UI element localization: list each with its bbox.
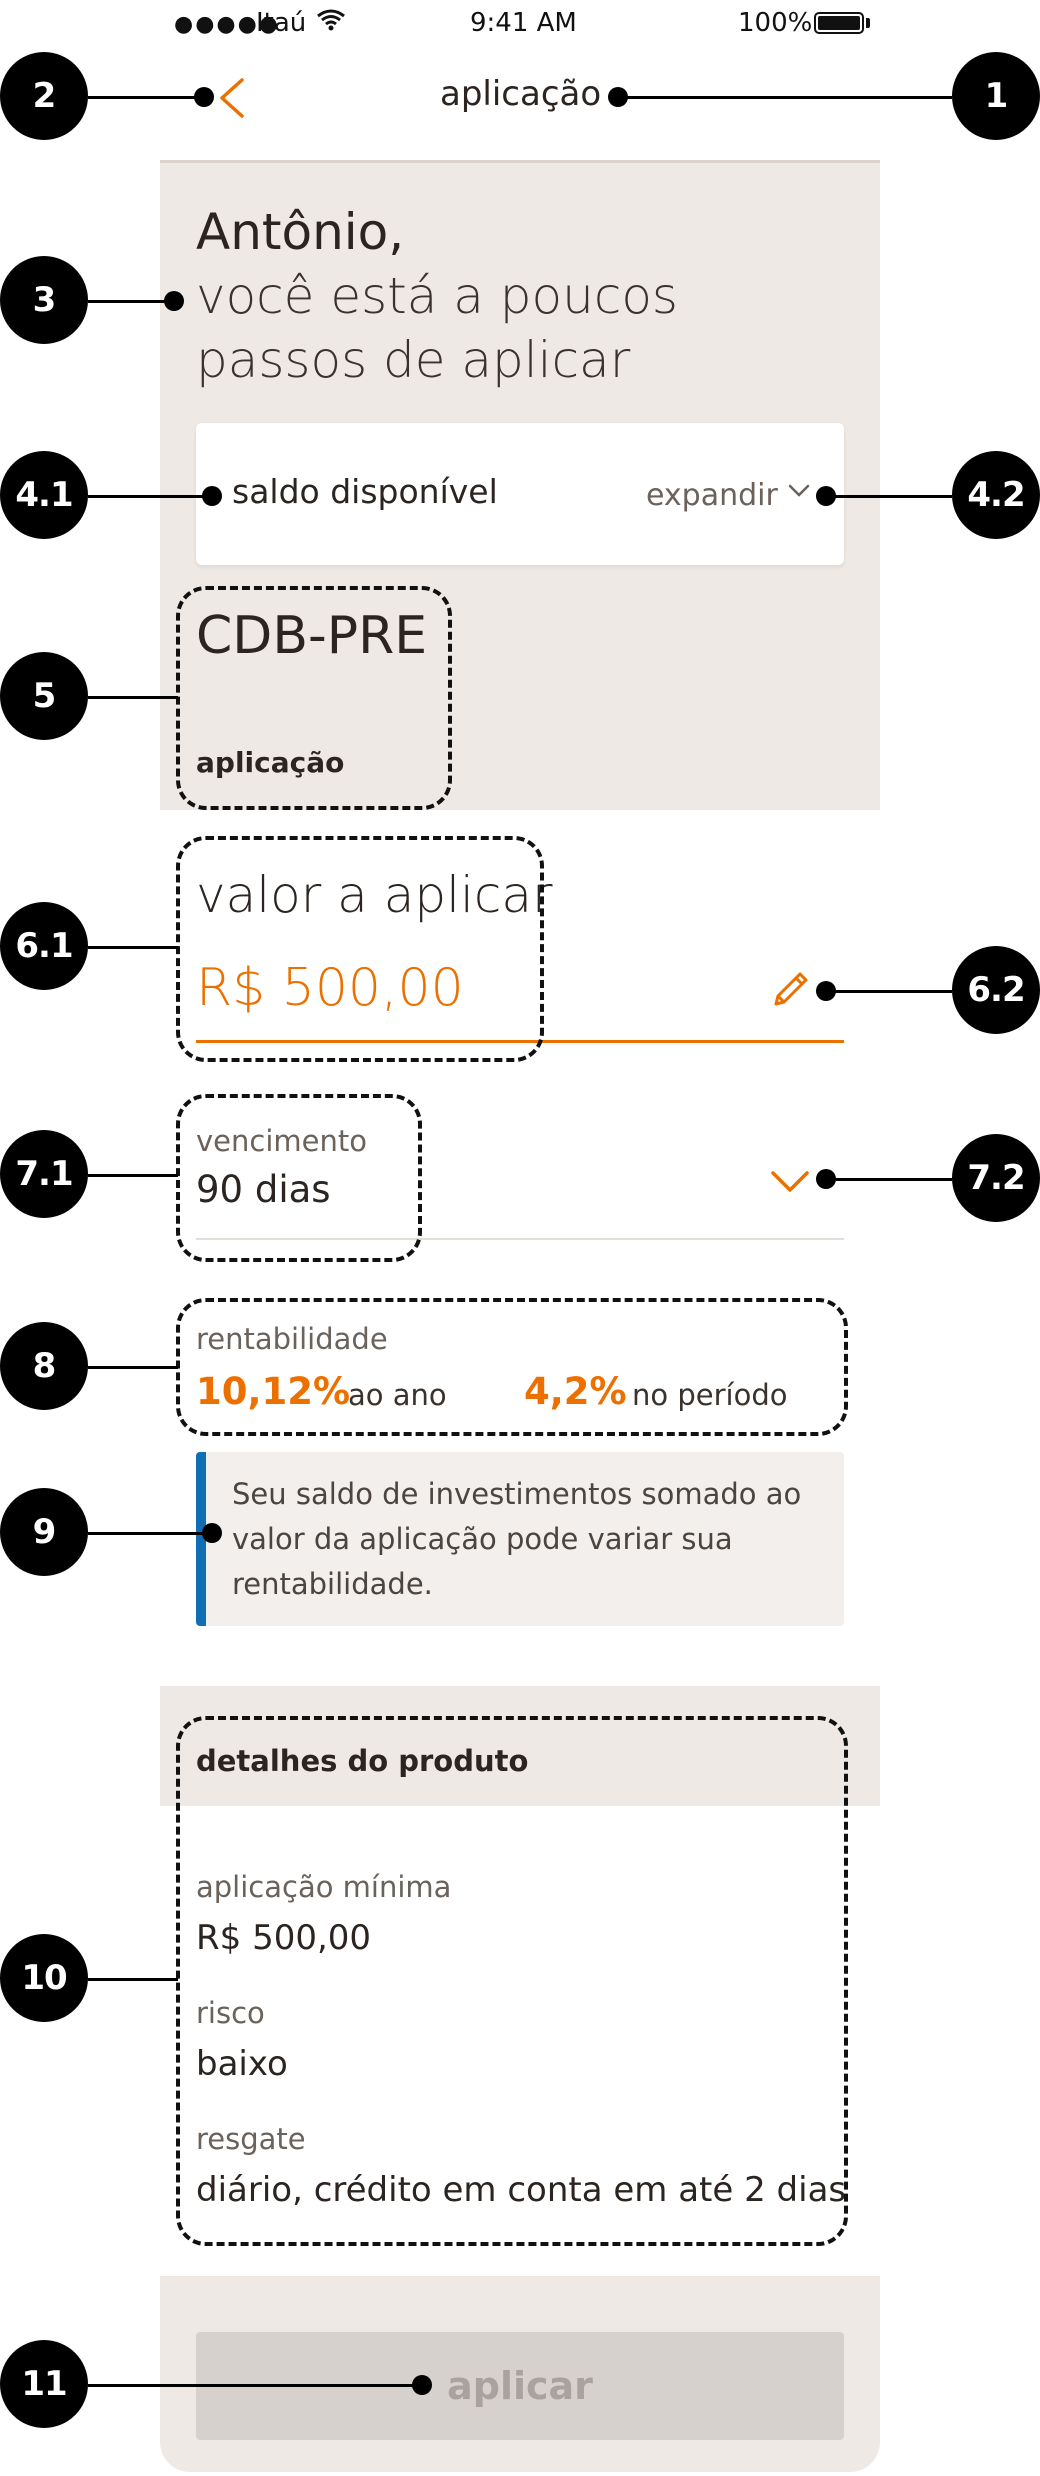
leader-dot-7-2 [816, 1169, 836, 1189]
leader-line-7-2 [826, 1178, 952, 1181]
annotation-badge-2: 2 [0, 52, 88, 140]
vencimento-underline [196, 1238, 844, 1240]
leader-line-4-2 [826, 495, 952, 498]
leader-line-2 [88, 96, 204, 99]
expand-button[interactable]: expandir [646, 478, 778, 513]
annotation-badge-11: 11 [0, 2340, 88, 2428]
annotation-box-10 [176, 1716, 848, 2246]
detail-label-resgate: resgate [196, 2122, 306, 2156]
detail-value-resgate: diário, crédito em conta em até 2 dias [196, 2170, 847, 2210]
leader-line-6-2 [826, 990, 952, 993]
leader-dot-9 [202, 1523, 222, 1543]
status-bar: ●●●●● Itaú 9:41 AM 100% [0, 0, 1040, 48]
leader-line-10 [88, 1978, 178, 1981]
annotation-badge-4-1: 4.1 [0, 451, 88, 539]
back-button[interactable] [214, 76, 250, 120]
leader-line-1 [618, 96, 952, 99]
annotation-box-5 [176, 586, 452, 810]
chevron-left-icon [220, 78, 244, 118]
greeting: Antônio, você está a poucos passos de ap… [196, 200, 678, 392]
leader-dot-3 [164, 291, 184, 311]
annotation-box-8 [176, 1298, 848, 1436]
annotation-badge-6-1: 6.1 [0, 902, 88, 990]
leader-dot-1 [608, 87, 628, 107]
info-text: Seu saldo de investimentos somado ao val… [232, 1477, 802, 1601]
chevron-down-icon[interactable] [788, 484, 810, 498]
annotation-box-7-1 [176, 1094, 422, 1262]
rentabilidade-period-value: 4,2% [524, 1370, 627, 1413]
annotation-badge-3: 3 [0, 256, 88, 344]
annotation-badge-6-2: 6.2 [952, 946, 1040, 1034]
valor-input[interactable]: R$ 500,00 [196, 958, 464, 1018]
product-name: CDB-PRE [196, 606, 428, 666]
annotation-badge-9: 9 [0, 1488, 88, 1576]
rentabilidade-annual-unit: ao ano [348, 1378, 447, 1412]
vencimento-select[interactable]: 90 dias [196, 1168, 331, 1211]
page-title: aplicação [440, 74, 602, 114]
rentabilidade-period-unit: no período [632, 1378, 788, 1412]
leader-dot-4-1 [202, 486, 222, 506]
annotation-badge-5: 5 [0, 652, 88, 740]
greeting-line-2: você está a poucos [196, 267, 678, 325]
detail-value-risco: baixo [196, 2044, 288, 2084]
annotation-badge-8: 8 [0, 1322, 88, 1410]
leader-dot-4-2 [816, 486, 836, 506]
leader-line-9 [88, 1532, 212, 1535]
status-time: 9:41 AM [470, 8, 577, 38]
saldo-card[interactable] [196, 423, 844, 565]
greeting-line-3: passos de aplicar [196, 331, 631, 389]
leader-line-7-1 [88, 1174, 178, 1177]
leader-line-5 [88, 696, 178, 699]
wifi-icon [316, 6, 346, 39]
leader-line-3 [88, 300, 174, 303]
battery-percent: 100% [738, 8, 813, 38]
battery-icon [814, 12, 864, 34]
battery-tip [866, 18, 870, 28]
info-accent-bar [196, 1452, 206, 1626]
pencil-icon[interactable] [766, 966, 814, 1014]
header-divider [160, 160, 880, 163]
details-header [160, 1686, 880, 1806]
carrier-name: Itaú [256, 8, 307, 38]
leader-dot-11 [412, 2375, 432, 2395]
saldo-label: saldo disponível [232, 472, 498, 511]
annotation-badge-10: 10 [0, 1934, 88, 2022]
leader-line-6-1 [88, 946, 178, 949]
greeting-name: Antônio, [196, 203, 405, 261]
vencimento-label: vencimento [196, 1124, 367, 1158]
annotation-badge-4-2: 4.2 [952, 451, 1040, 539]
info-box [196, 1452, 844, 1626]
details-title: detalhes do produto [196, 1744, 529, 1778]
leader-line-4-1 [88, 495, 212, 498]
annotation-box-6-1 [176, 836, 544, 1062]
leader-line-8 [88, 1366, 178, 1369]
annotation-badge-7-2: 7.2 [952, 1134, 1040, 1222]
rentabilidade-annual-value: 10,12% [196, 1370, 351, 1413]
annotation-badge-1: 1 [952, 52, 1040, 140]
annotation-badge-7-1: 7.1 [0, 1130, 88, 1218]
signal-strength: ●●●●● [174, 12, 280, 37]
chevron-down-icon[interactable] [770, 1170, 810, 1194]
product-type: aplicação [196, 746, 345, 779]
leader-dot-6-2 [816, 981, 836, 1001]
valor-label: valor a aplicar [196, 866, 553, 924]
detail-label-aplicacao-minima: aplicação mínima [196, 1870, 452, 1904]
leader-dot-2 [194, 87, 214, 107]
rentabilidade-label: rentabilidade [196, 1322, 388, 1356]
detail-label-risco: risco [196, 1996, 265, 2030]
leader-line-11 [88, 2384, 422, 2387]
detail-value-aplicacao-minima: R$ 500,00 [196, 1918, 372, 1958]
